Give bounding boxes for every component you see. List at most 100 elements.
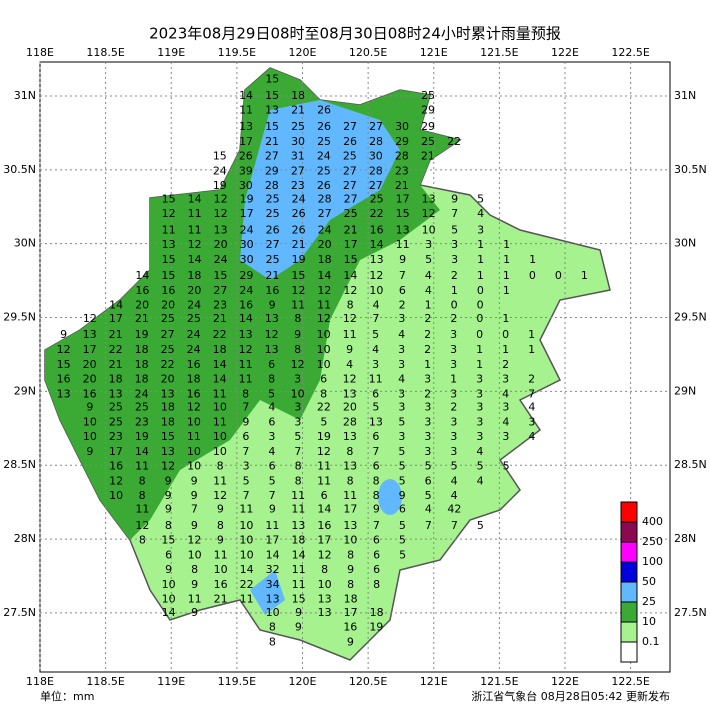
station-value: 8 xyxy=(294,312,301,325)
station-value: 34 xyxy=(266,578,280,591)
station-value: 3 xyxy=(476,373,483,386)
station-value: 25 xyxy=(187,312,201,325)
station-value: 9 xyxy=(347,635,354,648)
station-value: 28 xyxy=(369,135,383,148)
station-value: 25 xyxy=(421,135,435,148)
station-value: 3 xyxy=(450,343,457,356)
station-value: 1 xyxy=(529,253,536,266)
station-value: 23 xyxy=(109,430,123,443)
station-value: 18 xyxy=(213,343,227,356)
station-value: 4 xyxy=(451,474,458,487)
lat-label: 28.5N xyxy=(3,458,36,471)
station-value: 21 xyxy=(109,358,123,371)
station-value: 14 xyxy=(188,253,202,266)
station-value: 0 xyxy=(476,328,483,341)
station-value: 25 xyxy=(266,253,280,266)
station-value: 28 xyxy=(343,415,357,428)
station-value: 17 xyxy=(109,445,123,458)
station-value: 23 xyxy=(135,415,149,428)
station-value: 10 xyxy=(214,563,228,576)
station-value: 3 xyxy=(398,358,405,371)
station-value: 6 xyxy=(373,460,380,473)
station-value: 8 xyxy=(347,474,354,487)
station-value: 25 xyxy=(317,135,331,148)
station-value: 27 xyxy=(343,120,357,133)
station-value: 11 xyxy=(188,207,202,220)
station-value: 3 xyxy=(294,415,301,428)
station-value: 1 xyxy=(503,238,510,251)
station-value: 17 xyxy=(239,135,253,148)
station-value: 8 xyxy=(242,387,249,400)
station-value: 29 xyxy=(421,120,435,133)
station-value: 12 xyxy=(317,445,331,458)
station-value: 15 xyxy=(161,269,175,282)
station-value: 7 xyxy=(294,445,301,458)
station-value: 24 xyxy=(214,253,228,266)
station-value: 8 xyxy=(321,563,328,576)
lon-label: 119.5E xyxy=(218,675,256,688)
station-value: 12 xyxy=(187,401,201,414)
station-value: 11 xyxy=(213,415,227,428)
station-value: 15 xyxy=(265,120,279,133)
station-value: 17 xyxy=(83,343,97,356)
station-value: 3 xyxy=(398,387,405,400)
station-value: 9 xyxy=(191,519,198,532)
station-value: 1 xyxy=(425,299,432,312)
station-value: 24 xyxy=(292,192,306,205)
station-value: 3 xyxy=(450,328,457,341)
station-value: 17 xyxy=(240,207,254,220)
station-value: 22 xyxy=(161,358,175,371)
station-value: 11 xyxy=(343,489,357,502)
station-value: 24 xyxy=(187,328,201,341)
station-value: 16 xyxy=(135,284,149,297)
station-value: 18 xyxy=(161,415,175,428)
station-value: 10 xyxy=(240,548,254,561)
station-value: 9 xyxy=(86,401,93,414)
station-value: 13 xyxy=(369,415,383,428)
station-value: 20 xyxy=(318,238,332,251)
station-value: 13 xyxy=(291,519,305,532)
station-value: 22 xyxy=(109,343,123,356)
station-value: 9 xyxy=(347,563,354,576)
station-value: 3 xyxy=(502,373,509,386)
station-value: 10 xyxy=(187,415,201,428)
station-value: 11 xyxy=(214,548,228,561)
station-value: 3 xyxy=(424,430,431,443)
station-value: 29 xyxy=(239,269,253,282)
rain-25-50 xyxy=(250,570,285,615)
station-value: 5 xyxy=(320,415,327,428)
station-value: 7 xyxy=(191,503,198,516)
station-value: 3 xyxy=(450,358,457,371)
station-value: 25 xyxy=(161,312,175,325)
station-value: 15 xyxy=(57,358,71,371)
station-value: 9 xyxy=(60,328,67,341)
lon-label: 120E xyxy=(289,675,317,688)
station-value: 3 xyxy=(502,430,509,443)
station-value: 1 xyxy=(528,343,535,356)
station-value: 3 xyxy=(294,373,301,386)
lat-label: 30.5N xyxy=(674,163,707,176)
station-value: 16 xyxy=(370,223,384,236)
station-value: 15 xyxy=(161,430,175,443)
station-value: 11 xyxy=(162,223,176,236)
station-value: 14 xyxy=(239,312,253,325)
station-value: 8 xyxy=(295,474,302,487)
station-value: 30 xyxy=(395,120,409,133)
station-value: 4 xyxy=(477,207,484,220)
station-value: 2 xyxy=(451,269,458,282)
legend-swatch xyxy=(620,621,638,643)
station-value: 39 xyxy=(239,164,253,177)
station-value: 13 xyxy=(83,328,97,341)
station-value: 15 xyxy=(161,534,175,547)
lon-label: 119.5E xyxy=(218,46,256,59)
station-value: 3 xyxy=(476,415,483,428)
station-value: 20 xyxy=(343,401,357,414)
station-value: 8 xyxy=(373,578,380,591)
station-value: 13 xyxy=(318,606,332,619)
station-value: 14 xyxy=(317,503,331,516)
station-value: 6 xyxy=(165,548,172,561)
station-value: 8 xyxy=(165,519,172,532)
station-value: 19 xyxy=(135,328,149,341)
legend-swatch xyxy=(620,561,638,583)
station-value: 27 xyxy=(291,164,305,177)
